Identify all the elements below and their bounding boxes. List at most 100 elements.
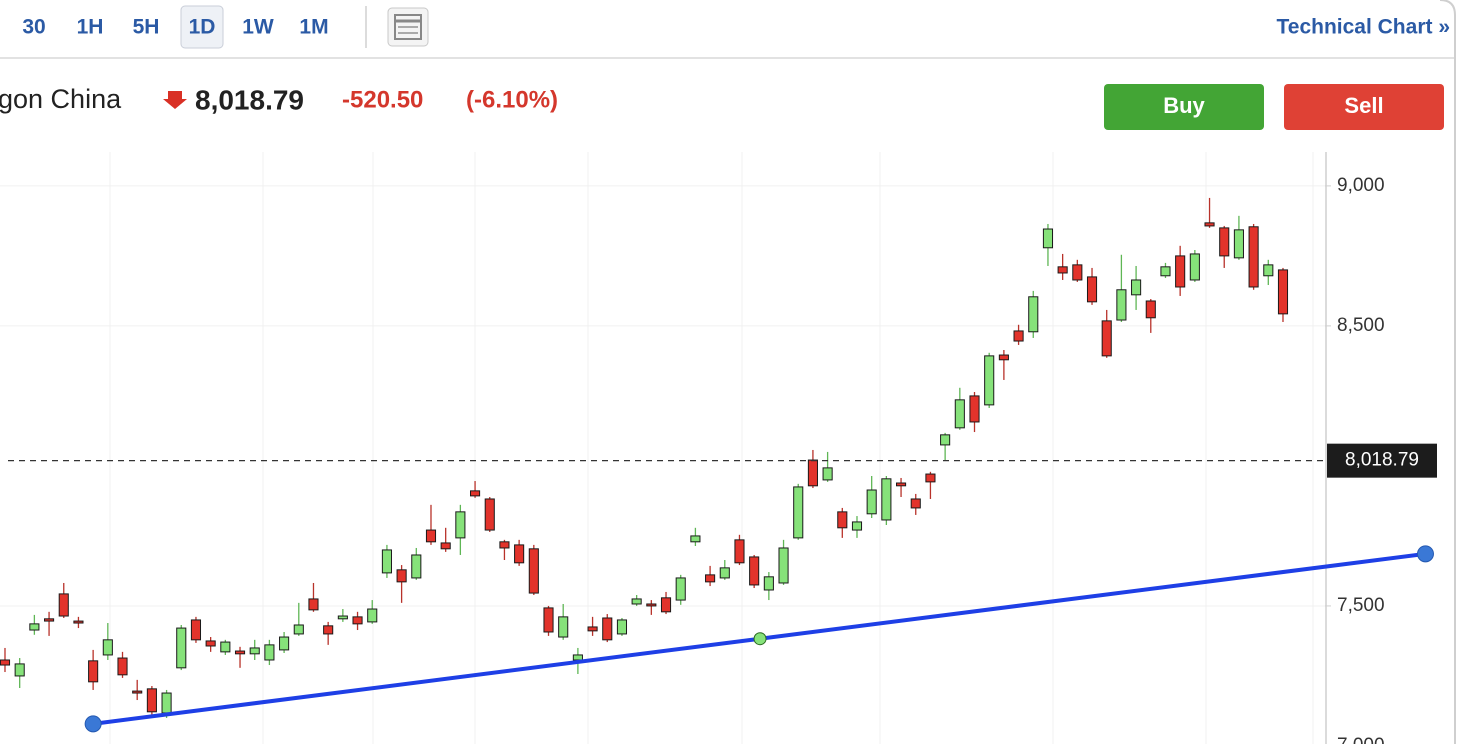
candle-body [866,489,877,515]
candle-body [176,627,187,669]
icon-frame [394,14,422,40]
candle-body [190,619,202,641]
y-tick-label: 7,000 [1337,735,1385,744]
trendline-handle [753,632,767,646]
candle-body [1013,330,1024,342]
candle-body [234,650,246,655]
interval-button[interactable]: 1M [299,16,328,39]
candle-body [690,535,701,543]
candle-body [763,576,774,591]
candle-body [851,521,863,531]
candle-body [528,548,539,594]
candle-body [602,617,613,641]
candle-body [1072,264,1083,281]
layout-icon[interactable] [387,7,429,47]
down-arrow [163,91,187,109]
candle-body [705,574,716,583]
last-price-label: 8,018.79 [1345,450,1419,471]
candle-body [220,641,231,653]
y-tick-label: 9,000 [1337,175,1385,196]
candle-body [1131,279,1142,296]
buy-button-bg[interactable] [1104,84,1264,130]
sell-label[interactable]: Sell [1344,93,1383,118]
candle-body [396,569,407,583]
candle-body [837,511,848,529]
interval-button[interactable]: 30 [22,16,45,39]
candle-body [1101,320,1112,357]
candle-body [793,486,804,539]
candle-body [14,663,25,677]
chart: 7,000 7,500 8,500 9,000 8,018.79 [0,175,1437,744]
candle-body [881,478,892,521]
candle-body [984,355,995,406]
candle-body [352,616,363,625]
candle-body [88,660,99,683]
candle-body [29,623,40,631]
candle-body [293,624,304,635]
technical-chart-link[interactable]: Technical Chart » [1277,16,1451,39]
buy-label[interactable]: Buy [1163,93,1205,118]
sell-button-bg[interactable] [1284,84,1444,130]
candle-body [1219,227,1230,257]
candle-body [323,625,334,635]
candle-body [132,690,143,694]
candle-body [719,567,730,579]
y-tick-label: 7,500 [1337,595,1385,616]
candle-body [896,482,907,487]
buy-button[interactable]: Buy [1104,84,1264,130]
candle-body [308,598,319,611]
candle-body [925,473,936,483]
candle-body [631,598,642,605]
interval-button[interactable]: 1H [77,16,104,39]
y-tick-label: 8,500 [1337,315,1385,336]
candle-body [954,399,965,429]
candle-body [44,618,55,622]
candle-body [411,554,422,579]
candle-body [264,644,275,661]
trendline-handle [1416,545,1434,563]
candle-body [381,549,392,574]
candle-body [455,511,466,539]
candle-body [543,607,554,633]
candle-body [367,608,378,623]
candle-body [0,659,11,666]
candle-body [337,615,348,620]
candle-body [1160,266,1171,277]
candle-body [660,597,672,613]
sell-button[interactable]: Sell [1284,84,1444,130]
candle-body [514,544,525,564]
interval-button[interactable]: 1W [242,16,274,39]
candle-body [734,539,745,564]
interval-selected-bg[interactable] [180,5,224,49]
candle-body [998,354,1009,361]
candle-body [807,459,818,487]
candle-body [558,616,569,638]
candle-body [778,547,789,584]
candle-body [279,636,290,651]
interval-button[interactable]: 5H [133,16,160,39]
vertical-grid [109,152,1314,744]
candle-body [1189,253,1200,281]
interval-button[interactable]: 1D [189,16,216,39]
candle-body [1175,255,1186,288]
candle-body [102,639,113,656]
candle-body [1116,289,1127,321]
trendline-handle [84,715,102,733]
candle-body [587,626,598,632]
candle-body [470,490,481,497]
candle-body [675,577,686,601]
candle-body [822,467,833,481]
candle-body [1248,226,1259,288]
candle-body [749,556,760,586]
price-change: -520.50 [342,86,423,113]
candle-body [499,541,510,549]
candle-body [440,542,451,550]
toolbar: 30 1H 5H 1D 1W 1M [22,5,329,49]
candle-body [1086,276,1098,303]
candle-body [161,692,172,714]
candle-body [1057,266,1068,274]
candle-body [572,654,583,661]
candle-body [969,395,980,423]
